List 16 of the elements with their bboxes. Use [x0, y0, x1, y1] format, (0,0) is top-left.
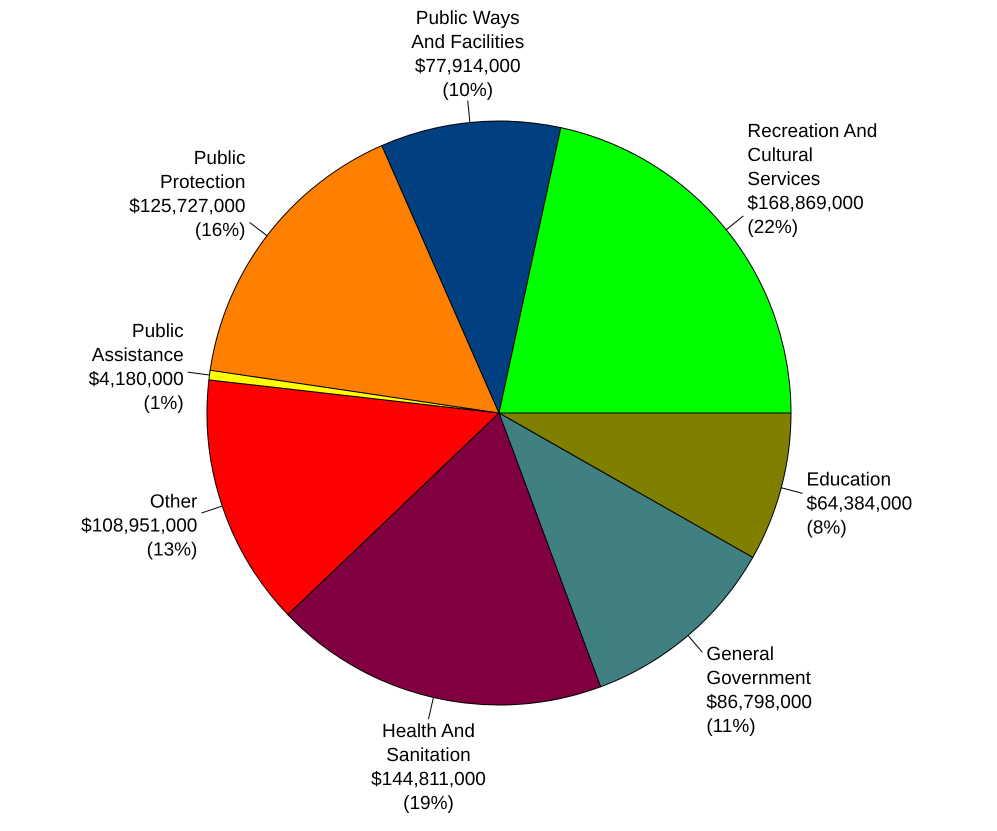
data-label: $108,951,000 (13%)	[81, 516, 198, 561]
slice-label: Health And Sanitation	[382, 720, 475, 766]
data-label: $125,727,000 (16%)	[129, 196, 246, 242]
data-label: $86,798,000 (11%)	[706, 692, 812, 737]
slice-label: Recreation And Cultural Services	[747, 121, 878, 190]
data-label: $168,869,000 (22%)	[747, 193, 864, 238]
slice-label: Other	[150, 492, 198, 513]
slice-label: Education	[806, 470, 892, 491]
data-label: $77,914,000 (10%)	[414, 56, 521, 101]
data-label: $64,384,000 (8%)	[806, 494, 912, 539]
slice-label: Public Assistance	[92, 320, 184, 366]
slice-label: General Government	[706, 644, 812, 689]
slice-label: Public Protection	[160, 148, 246, 194]
data-label: $4,180,000 (1%)	[88, 368, 184, 414]
data-label: $144,811,000 (19%)	[371, 768, 486, 814]
slice-label: Public Ways And Facilities	[411, 8, 524, 53]
